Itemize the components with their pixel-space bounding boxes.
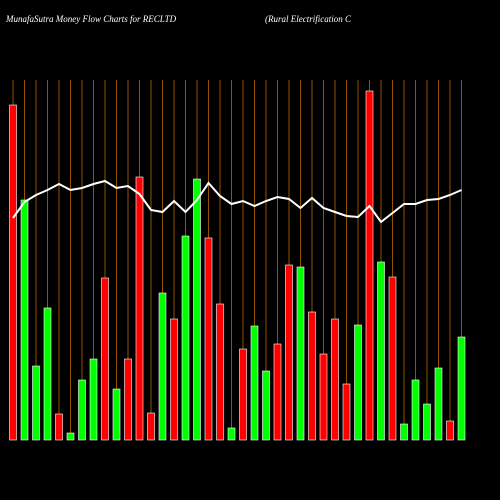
bar: [55, 413, 63, 441]
bar: [411, 379, 420, 441]
bar: [239, 348, 247, 441]
bar: [204, 237, 213, 441]
bar: [78, 379, 86, 441]
bar: [308, 311, 316, 441]
bar: [89, 358, 98, 441]
bar: [147, 412, 155, 441]
bar: [342, 383, 351, 441]
bar: [296, 266, 305, 441]
bar: [170, 318, 178, 441]
bar: [331, 318, 339, 441]
bar: [32, 365, 40, 441]
bar: [273, 343, 282, 441]
chart-title: MunafaSutra Money Flow Charts for RECLTD: [5, 14, 177, 24]
bar: [43, 307, 52, 441]
bar: [158, 292, 167, 441]
bar: [285, 264, 293, 441]
bar: [135, 176, 144, 441]
chart-subtitle: (Rural Electrification C: [265, 14, 352, 24]
bar: [250, 325, 259, 441]
bar: [101, 277, 109, 441]
money-flow-line: [12, 179, 462, 224]
bar: [216, 303, 224, 441]
bar: [354, 324, 362, 441]
bar: [434, 367, 443, 441]
bar: [423, 403, 431, 441]
bar: [193, 178, 201, 441]
bar: [227, 427, 236, 441]
bar: [377, 261, 385, 441]
bar: [365, 90, 374, 441]
bar: [388, 276, 397, 441]
bar: [66, 432, 75, 441]
bar: [262, 370, 270, 441]
bar: [181, 235, 190, 441]
bar: [319, 353, 328, 441]
bar: [457, 336, 466, 441]
bar: [112, 388, 121, 441]
bar: [20, 199, 29, 441]
bar: [9, 104, 17, 441]
bar: [124, 358, 132, 441]
bar: [446, 420, 454, 441]
bar: [400, 423, 408, 441]
